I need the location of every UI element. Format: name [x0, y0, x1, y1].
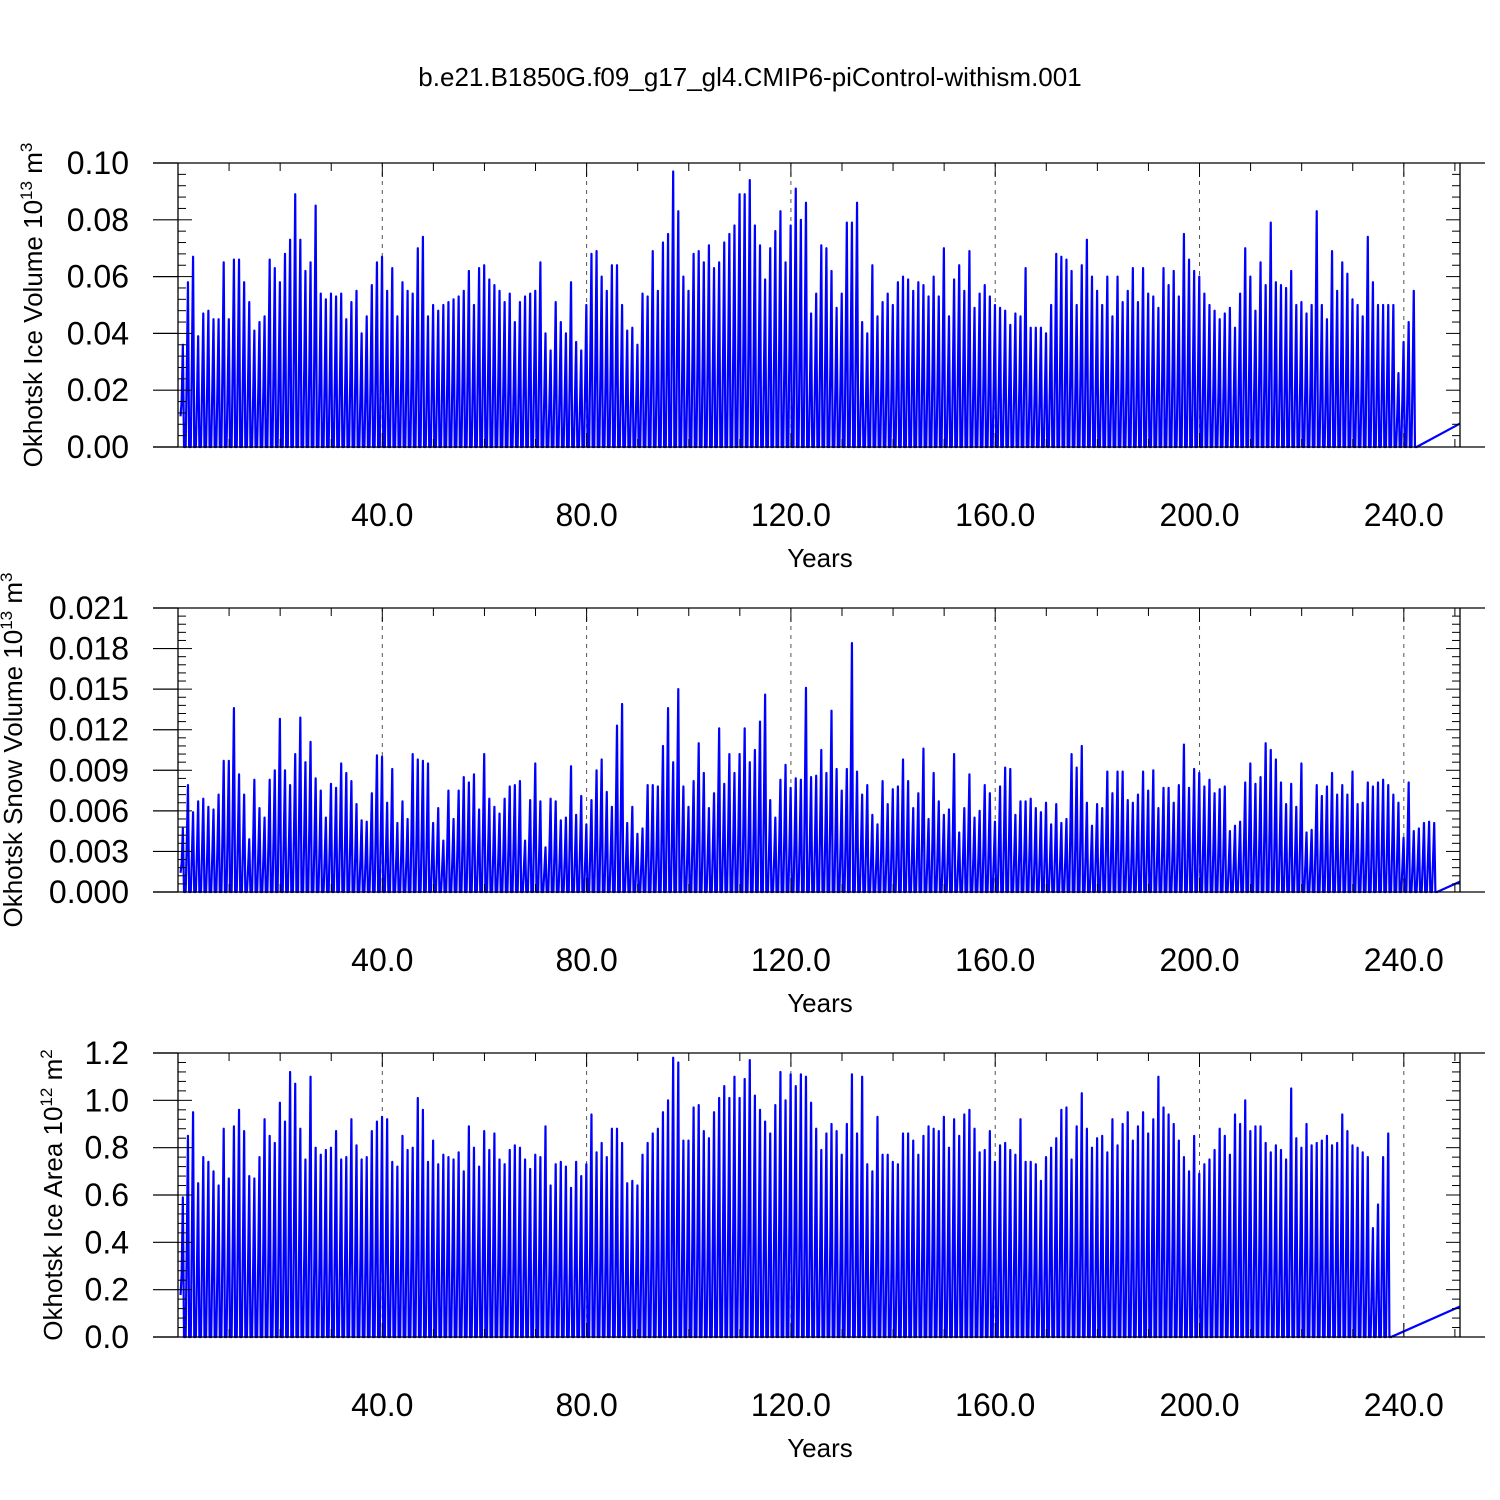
y-tick-label: 0.000 [49, 874, 129, 910]
x-tick-label: 40.0 [351, 497, 413, 533]
x-axis-label: Years [787, 543, 853, 573]
x-tick-label: 120.0 [751, 942, 831, 978]
panel-2: 40.0 80.0 120.0 160.0 200.0 240.0 Years 0.000 0.… [0, 573, 1485, 1018]
y-tick-label: 0.018 [49, 631, 129, 667]
y-tick-label: 0.012 [49, 712, 129, 748]
y-tick-label: 0.04 [67, 315, 129, 351]
y-label-text: Okhotsk Snow Volume 10 [0, 630, 28, 928]
y-label-exponent: 13 [17, 181, 36, 200]
x-tick-label: 80.0 [555, 1387, 617, 1423]
y-tick-label: 0.006 [49, 793, 129, 829]
x-tick-label: 80.0 [555, 942, 617, 978]
x-tick-label: 160.0 [955, 1387, 1035, 1423]
y-label-unit: m [38, 1059, 68, 1088]
y-tick-label: 1.0 [85, 1082, 129, 1118]
figure-title: b.e21.B1850G.f09_g17_gl4.CMIP6-piControl… [418, 62, 1081, 92]
series-line [179, 1056, 1461, 1339]
x-tick-label: 200.0 [1159, 1387, 1239, 1423]
y-label-unit: m [18, 152, 48, 181]
y-tick-label: 0.2 [85, 1272, 129, 1308]
x-tick-label: 80.0 [555, 497, 617, 533]
y-tick-label: 0.009 [49, 752, 129, 788]
x-tick-label: 120.0 [751, 1387, 831, 1423]
y-tick-label: 0.6 [85, 1177, 129, 1213]
panels: 40.0 80.0 120.0 160.0 200.0 240.0Years0.000.0… [0, 143, 1485, 1463]
y-tick-label: 0.10 [67, 145, 129, 181]
x-tick-label: 240.0 [1364, 1387, 1444, 1423]
x-tick-label: 240.0 [1364, 942, 1444, 978]
x-tick-label: 120.0 [751, 497, 831, 533]
y-tick-label: 1.2 [85, 1035, 129, 1071]
y-tick-label: 0.021 [49, 590, 129, 626]
y-tick-label: 0.003 [49, 833, 129, 869]
x-tick-label: 160.0 [955, 942, 1035, 978]
y-tick-label: 0.015 [49, 671, 129, 707]
panel-1: 40.0 80.0 120.0 160.0 200.0 240.0 Years 0.00 0.0… [17, 143, 1485, 573]
y-label-text: Okhotsk Ice Area 10 [38, 1107, 68, 1341]
y-axis-label: Okhotsk Snow Volume 1013 m3 [0, 573, 28, 928]
y-tick-label: 0.08 [67, 202, 129, 238]
y-tick-label: 0.0 [85, 1319, 129, 1355]
x-tick-label: 160.0 [955, 497, 1035, 533]
y-tick-label: 0.02 [67, 372, 129, 408]
y-axis-label: Okhotsk Ice Volume 1013 m3 [17, 143, 48, 468]
panel-3: 40.0 80.0 120.0 160.0 200.0 240.0 Years 0.0 0.2 0… [37, 1035, 1485, 1463]
x-tick-label: 200.0 [1159, 497, 1239, 533]
y-label-exponent: 13 [0, 611, 16, 630]
x-axis-label: Years [787, 1433, 853, 1463]
y-label-unit-exponent: 3 [17, 143, 36, 152]
x-axis-label: Years [787, 988, 853, 1018]
x-tick-label: 200.0 [1159, 942, 1239, 978]
y-tick-label: 0.06 [67, 259, 129, 295]
y-tick-label: 0.4 [85, 1224, 129, 1260]
y-axis-label: Okhotsk Ice Area 1012 m2 [37, 1049, 68, 1340]
x-tick-label: 40.0 [351, 1387, 413, 1423]
y-label-unit: m [0, 582, 28, 611]
y-tick-label: 0.8 [85, 1130, 129, 1166]
y-label-exponent: 12 [37, 1088, 56, 1107]
y-label-text: Okhotsk Ice Volume 10 [18, 200, 48, 467]
series-line [179, 642, 1461, 894]
y-label-unit-exponent: 2 [37, 1049, 56, 1058]
y-label-unit-exponent: 3 [0, 573, 16, 582]
x-tick-label: 240.0 [1364, 497, 1444, 533]
y-tick-label: 0.00 [67, 429, 129, 465]
x-tick-label: 40.0 [351, 942, 413, 978]
